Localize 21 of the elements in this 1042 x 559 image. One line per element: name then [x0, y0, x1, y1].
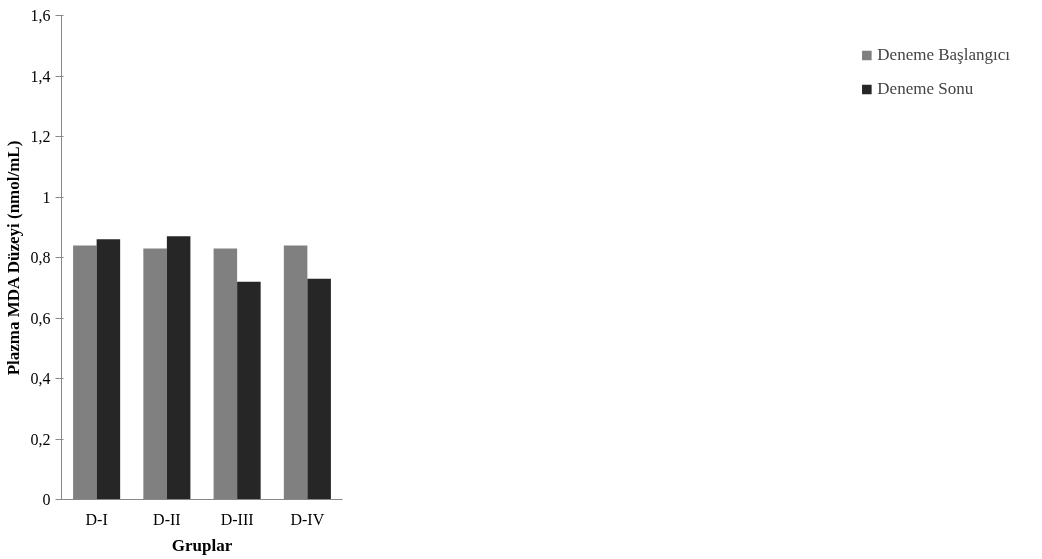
bar: [237, 281, 261, 500]
bar: [166, 236, 191, 500]
bar: [96, 239, 121, 500]
legend-label: Deneme Başlangıcı: [877, 45, 1010, 65]
y-tick-label: 0,4: [30, 370, 51, 387]
bar: [307, 278, 331, 500]
x-tick-label: D-II: [153, 510, 181, 528]
x-axis-title: Gruplar: [171, 535, 233, 555]
y-tick-label: 0,2: [30, 430, 51, 448]
y-tick-label: 0: [42, 491, 51, 508]
x-tick-label: D-I: [85, 510, 108, 528]
y-tick-label: 1: [42, 188, 51, 206]
y-tick-label: 0,6: [30, 309, 51, 327]
legend-label: Deneme Sonu: [877, 79, 974, 99]
y-tick-label: 1,6: [30, 7, 51, 24]
y-tick-label: 1,2: [30, 128, 51, 145]
x-tick-label: D-III: [220, 510, 254, 528]
y-axis-title: Plazma MDA Düzeyi (nmol/mL): [3, 140, 23, 376]
x-tick-label: D-IV: [290, 510, 325, 528]
y-tick-label: 1,4: [30, 67, 51, 85]
y-tick-label: 0,8: [30, 249, 51, 266]
